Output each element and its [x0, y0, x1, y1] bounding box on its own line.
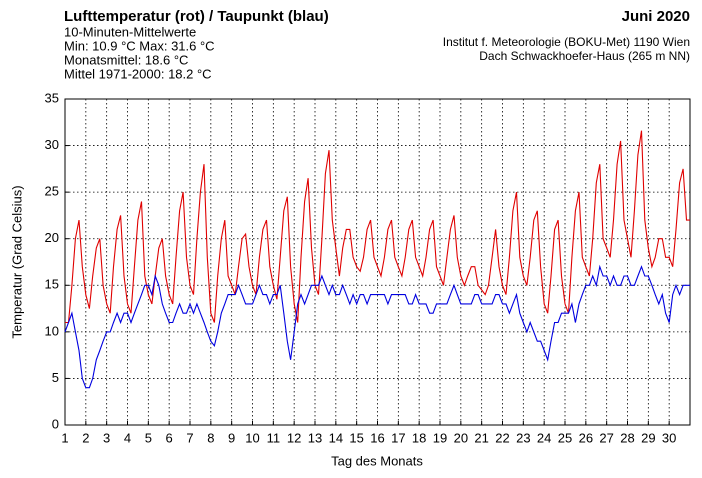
x-tick-label: 23: [516, 430, 530, 445]
x-tick-label: 30: [662, 430, 676, 445]
source: Institut f. Meteorologie (BOKU-Met) 1190…: [443, 35, 690, 49]
y-tick-label: 5: [52, 370, 59, 385]
x-tick-label: 15: [349, 430, 363, 445]
x-tick-label: 13: [308, 430, 322, 445]
x-tick-label: 16: [370, 430, 384, 445]
x-tick-label: 12: [287, 430, 301, 445]
stat-line: Monatsmittel: 18.6 °C: [64, 52, 188, 67]
y-tick-label: 30: [45, 137, 59, 152]
y-tick-label: 15: [45, 277, 59, 292]
y-axis-label: Temperatur (Grad Celsius): [9, 185, 24, 338]
x-tick-label: 18: [412, 430, 426, 445]
x-tick-label: 24: [537, 430, 551, 445]
data-line: [65, 130, 690, 324]
plot-frame: [64, 98, 691, 426]
x-tick-label: 6: [166, 430, 173, 445]
subtitle: 10-Minuten-Mittelwerte: [64, 24, 196, 39]
y-tick-label: 0: [52, 416, 59, 431]
x-tick-label: 28: [620, 430, 634, 445]
stat-line: Mittel 1971-2000: 18.2 °C: [64, 66, 212, 81]
x-tick-label: 2: [82, 430, 89, 445]
x-tick-label: 4: [124, 430, 131, 445]
y-tick-label: 20: [45, 230, 59, 245]
x-tick-label: 17: [391, 430, 405, 445]
period: Juni 2020: [622, 8, 690, 25]
x-tick-label: 25: [558, 430, 572, 445]
x-tick-label: 1: [61, 430, 68, 445]
x-axis-label: Tag des Monats: [331, 453, 423, 468]
x-tick-label: 8: [207, 430, 214, 445]
data-line: [64, 264, 690, 389]
x-tick-label: 10: [245, 430, 259, 445]
x-tick-label: 22: [495, 430, 509, 445]
x-tick-label: 20: [454, 430, 468, 445]
x-tick-label: 29: [641, 430, 655, 445]
source: Dach Schwackhoefer-Haus (265 m NN): [479, 49, 690, 63]
x-tick-label: 14: [329, 430, 343, 445]
y-tick-label: 25: [45, 184, 59, 199]
stat-line: Min: 10.9 °C Max: 31.6 °C: [64, 38, 215, 53]
x-tick-label: 3: [103, 430, 110, 445]
y-tick-label: 10: [45, 323, 59, 338]
y-tick-label: 35: [45, 90, 59, 105]
x-tick-label: 7: [186, 430, 193, 445]
x-tick-label: 26: [579, 430, 593, 445]
chart-title: Lufttemperatur (rot) / Taupunkt (blau): [64, 8, 329, 25]
x-tick-label: 9: [228, 430, 235, 445]
x-tick-label: 27: [599, 430, 613, 445]
x-tick-label: 19: [433, 430, 447, 445]
x-tick-label: 11: [267, 430, 281, 445]
x-tick-label: 21: [474, 430, 488, 445]
x-tick-label: 5: [145, 430, 152, 445]
